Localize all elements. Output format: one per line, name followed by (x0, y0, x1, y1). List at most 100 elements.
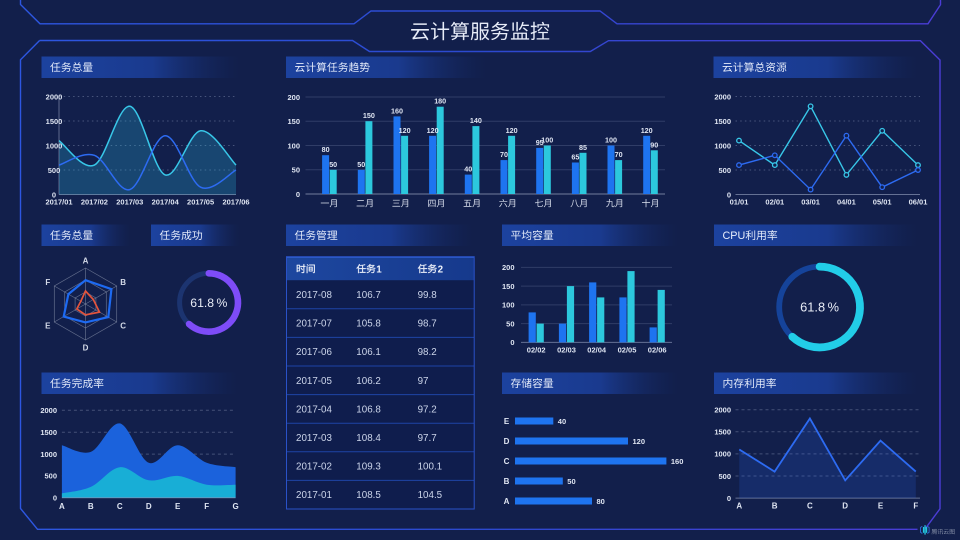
svg-text:200: 200 (502, 263, 515, 272)
svg-text:104.5: 104.5 (418, 490, 443, 501)
svg-text:80: 80 (322, 145, 330, 154)
svg-text:500: 500 (718, 472, 731, 481)
svg-text:D: D (504, 437, 510, 446)
svg-text:120: 120 (427, 126, 439, 135)
svg-text:90: 90 (650, 140, 658, 149)
svg-text:2017-04: 2017-04 (296, 404, 333, 415)
svg-text:D: D (146, 502, 152, 511)
svg-text:500: 500 (44, 472, 57, 481)
svg-text:B: B (120, 278, 126, 287)
svg-text:D: D (83, 343, 89, 352)
svg-text:02/01: 02/01 (765, 198, 784, 207)
svg-text:2017-03: 2017-03 (296, 433, 333, 444)
svg-text:70: 70 (615, 150, 623, 159)
svg-text:180: 180 (434, 97, 446, 106)
svg-text:50: 50 (506, 319, 514, 328)
svg-text:D: D (842, 502, 848, 511)
svg-text:2017/04: 2017/04 (152, 198, 180, 207)
svg-text:50: 50 (567, 477, 575, 486)
svg-text:06/01: 06/01 (909, 198, 928, 207)
svg-text:0: 0 (53, 494, 57, 503)
svg-text:2017-05: 2017-05 (296, 376, 333, 387)
svg-text:02/03: 02/03 (557, 345, 576, 354)
svg-text:150: 150 (287, 117, 300, 126)
svg-text:E: E (175, 502, 181, 511)
svg-text:02/04: 02/04 (587, 345, 607, 354)
svg-text:1000: 1000 (714, 141, 731, 150)
svg-text:0: 0 (727, 494, 731, 503)
svg-text:109.3: 109.3 (356, 462, 381, 473)
svg-text:C: C (807, 502, 813, 511)
svg-text:2017/02: 2017/02 (81, 198, 108, 207)
svg-text:120: 120 (633, 437, 646, 446)
svg-text:160: 160 (671, 457, 684, 466)
svg-text:04/01: 04/01 (837, 198, 856, 207)
svg-text:F: F (45, 278, 50, 287)
svg-text:0: 0 (510, 338, 514, 347)
svg-text:2000: 2000 (714, 92, 731, 101)
svg-text:98.7: 98.7 (418, 319, 437, 330)
svg-text:2: 2 (438, 264, 444, 275)
svg-text:2017/03: 2017/03 (116, 198, 143, 207)
svg-text:2017/01: 2017/01 (45, 198, 72, 207)
svg-text:106.2: 106.2 (356, 376, 381, 387)
svg-text:120: 120 (506, 126, 518, 135)
svg-text:A: A (83, 256, 89, 265)
svg-text:C: C (120, 322, 126, 331)
svg-text:106.1: 106.1 (356, 347, 381, 358)
svg-text:40: 40 (464, 165, 472, 174)
svg-text:97: 97 (418, 376, 429, 387)
svg-text:1000: 1000 (46, 141, 63, 150)
svg-text:65: 65 (571, 153, 579, 162)
svg-text:C: C (504, 457, 510, 466)
svg-text:100: 100 (287, 141, 300, 150)
svg-text:85: 85 (579, 143, 587, 152)
svg-text:500: 500 (718, 166, 731, 175)
svg-text:1500: 1500 (46, 117, 63, 126)
svg-text:CPU: CPU (723, 230, 746, 242)
svg-text:1000: 1000 (40, 450, 57, 459)
svg-text:B: B (772, 502, 778, 511)
svg-text:80: 80 (597, 497, 605, 506)
svg-text:98.2: 98.2 (418, 347, 437, 358)
svg-text:95: 95 (536, 138, 544, 147)
svg-text:F: F (204, 502, 209, 511)
svg-text:B: B (88, 502, 94, 511)
svg-text:2017-06: 2017-06 (296, 347, 333, 358)
svg-text:A: A (736, 502, 742, 511)
svg-text:2017/05: 2017/05 (187, 198, 214, 207)
svg-text:02/05: 02/05 (618, 345, 637, 354)
svg-text:2017-07: 2017-07 (296, 319, 332, 330)
svg-text:97.7: 97.7 (418, 433, 437, 444)
svg-text:A: A (504, 497, 510, 506)
svg-text:120: 120 (399, 126, 411, 135)
svg-text:97.2: 97.2 (418, 404, 437, 415)
svg-text:A: A (59, 502, 65, 511)
svg-text:61.8 %: 61.8 % (800, 300, 839, 315)
svg-text:50: 50 (292, 166, 300, 175)
svg-text:100: 100 (541, 136, 553, 145)
svg-text:105.8: 105.8 (356, 319, 381, 330)
svg-text:2017/06: 2017/06 (222, 198, 249, 207)
svg-text:2017-02: 2017-02 (296, 462, 332, 473)
svg-text:03/01: 03/01 (801, 198, 820, 207)
svg-text:100.1: 100.1 (418, 462, 443, 473)
svg-text:E: E (878, 502, 884, 511)
svg-text:40: 40 (558, 417, 566, 426)
svg-text:160: 160 (391, 106, 403, 115)
svg-text:G: G (232, 502, 238, 511)
svg-text:2000: 2000 (40, 406, 57, 415)
svg-text:B: B (504, 477, 510, 486)
svg-text:2017-08: 2017-08 (296, 290, 333, 301)
svg-text:0: 0 (727, 190, 731, 199)
svg-text:2017-01: 2017-01 (296, 490, 332, 501)
svg-text:50: 50 (357, 160, 365, 169)
svg-text:F: F (913, 502, 918, 511)
svg-text:0: 0 (52, 190, 56, 199)
svg-text:61.8 %: 61.8 % (190, 296, 227, 310)
svg-text:0: 0 (296, 190, 300, 199)
svg-text:E: E (504, 417, 510, 426)
svg-text:1: 1 (376, 264, 382, 275)
svg-text:C: C (117, 502, 123, 511)
svg-text:500: 500 (48, 166, 61, 175)
